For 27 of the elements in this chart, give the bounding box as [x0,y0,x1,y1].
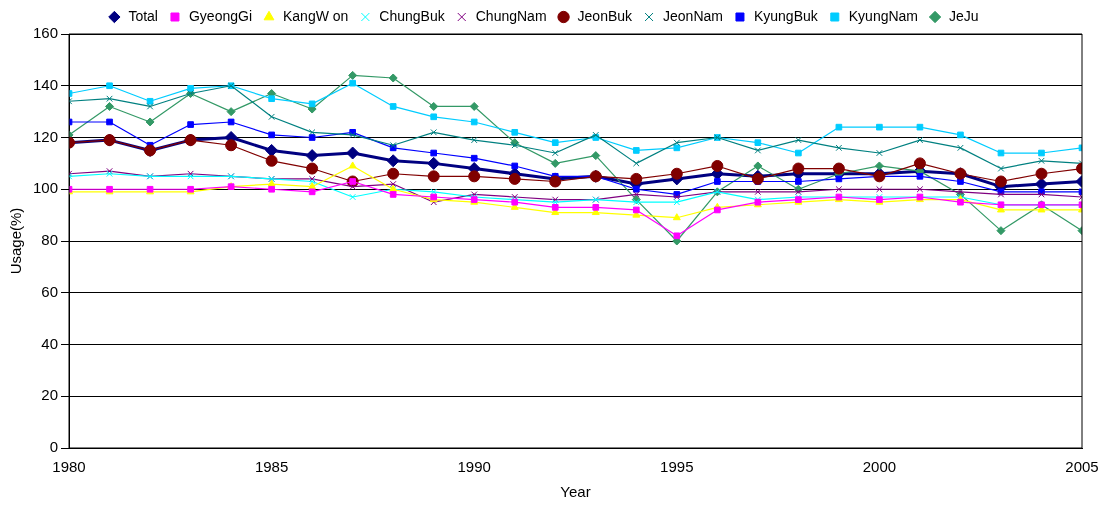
x-axis-title: Year [560,483,591,501]
x-tick-label: 1995 [660,458,694,476]
y-tick-label: 60 [41,282,59,300]
y-tick-label: 0 [49,438,59,456]
legend-label: KyungNam [848,7,919,24]
y-tick-label: 120 [33,127,59,145]
legend-label: Total [128,7,158,24]
x-tick-label: 2000 [862,458,897,476]
y-tick-label: 100 [33,179,59,197]
x-tick-label: 1980 [52,458,86,476]
legend-label: JeonBuk [577,7,634,24]
x-tick-label: 1990 [457,458,491,476]
legend-label: KyungBuk [753,7,819,24]
y-tick-label: 140 [33,75,59,93]
y-tick-label: 160 [33,24,59,42]
y-tick-label: 80 [41,231,59,249]
legend-label: KangW on [283,7,349,24]
x-tick-label: 2005 [1065,458,1099,476]
legend-label: ChungBuk [379,7,446,24]
legend-label: JeonNam [663,7,723,24]
x-tick-label: 1985 [254,458,289,476]
legend-label: ChungNam [475,7,547,24]
legend-label: JeJu [949,7,979,24]
y-tick-label: 40 [41,334,59,352]
y-tick-label: 20 [41,386,59,404]
y-axis-title: Usage(%) [7,207,25,275]
legend-label: GyeongGi [188,7,253,24]
